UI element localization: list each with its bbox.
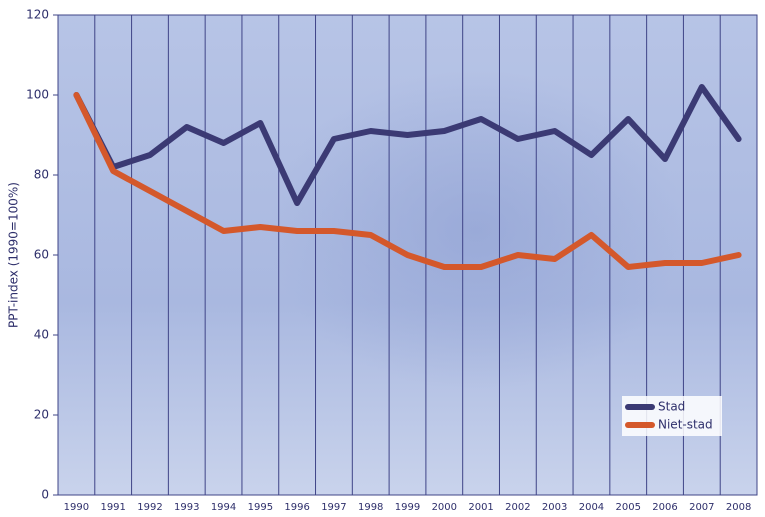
x-tick-label: 2002 xyxy=(505,502,530,513)
x-tick-label: 1995 xyxy=(248,502,273,513)
x-tick-label: 1996 xyxy=(284,502,309,513)
y-tick-label: 100 xyxy=(26,88,49,102)
y-axis-label: PPT-index (1990=100%) xyxy=(7,182,21,328)
x-tick-label: 1997 xyxy=(321,502,346,513)
y-tick-label: 20 xyxy=(34,408,49,422)
background-image xyxy=(190,50,710,450)
x-tick-label: 2004 xyxy=(579,502,604,513)
x-tick-label: 2007 xyxy=(689,502,714,513)
x-tick-label: 1990 xyxy=(64,502,89,513)
y-tick-label: 40 xyxy=(34,328,49,342)
line-series xyxy=(73,84,742,206)
x-tick-label: 1994 xyxy=(211,502,236,513)
x-tick-label: 2003 xyxy=(542,502,567,513)
legend-label: Niet-stad xyxy=(658,418,713,432)
x-tick-label: 2006 xyxy=(652,502,677,513)
legend-label: Stad xyxy=(658,400,685,414)
x-tick-label: 2001 xyxy=(468,502,493,513)
x-tick-label: 1999 xyxy=(395,502,420,513)
x-tick-label: 1991 xyxy=(100,502,125,513)
line-series xyxy=(73,92,742,270)
y-tick-label: 60 xyxy=(34,248,49,262)
x-tick-label: 2005 xyxy=(616,502,641,513)
x-tick-label: 2008 xyxy=(726,502,751,513)
y-tick-label: 0 xyxy=(41,488,49,502)
y-tick-label: 80 xyxy=(34,168,49,182)
x-tick-label: 2000 xyxy=(432,502,457,513)
y-tick-label: 120 xyxy=(26,8,49,22)
x-tick-label: 1992 xyxy=(137,502,162,513)
x-tick-label: 1993 xyxy=(174,502,199,513)
x-tick-label: 1998 xyxy=(358,502,383,513)
legend-box xyxy=(622,396,722,436)
